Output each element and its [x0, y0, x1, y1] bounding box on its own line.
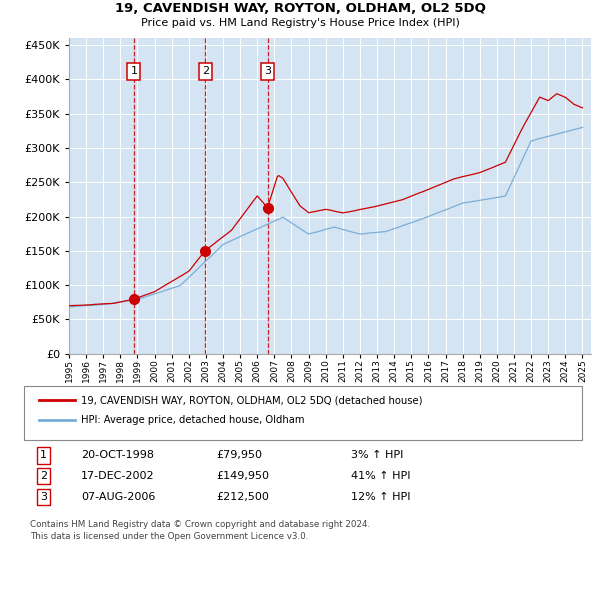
Text: 12% ↑ HPI: 12% ↑ HPI — [351, 492, 410, 502]
Bar — [268, 38, 591, 353]
Text: £149,950: £149,950 — [216, 471, 269, 481]
Text: 3: 3 — [264, 67, 271, 77]
Text: 1: 1 — [130, 67, 137, 77]
Bar — [134, 38, 205, 353]
Text: 3: 3 — [40, 492, 47, 502]
Text: 19, CAVENDISH WAY, ROYTON, OLDHAM, OL2 5DQ: 19, CAVENDISH WAY, ROYTON, OLDHAM, OL2 5… — [115, 2, 485, 15]
Text: £212,500: £212,500 — [216, 492, 269, 502]
Text: 3% ↑ HPI: 3% ↑ HPI — [351, 451, 403, 460]
Bar — [205, 38, 268, 353]
Text: 41% ↑ HPI: 41% ↑ HPI — [351, 471, 410, 481]
Bar — [69, 38, 134, 353]
Text: £79,950: £79,950 — [216, 451, 262, 460]
Text: HPI: Average price, detached house, Oldham: HPI: Average price, detached house, Oldh… — [81, 415, 305, 425]
Text: Contains HM Land Registry data © Crown copyright and database right 2024.: Contains HM Land Registry data © Crown c… — [30, 520, 370, 529]
Text: 2: 2 — [40, 471, 47, 481]
Text: 07-AUG-2006: 07-AUG-2006 — [81, 492, 155, 502]
Text: 19, CAVENDISH WAY, ROYTON, OLDHAM, OL2 5DQ (detached house): 19, CAVENDISH WAY, ROYTON, OLDHAM, OL2 5… — [81, 395, 422, 405]
Text: 2: 2 — [202, 67, 209, 77]
Text: 17-DEC-2002: 17-DEC-2002 — [81, 471, 155, 481]
Text: 1: 1 — [40, 451, 47, 460]
Text: Price paid vs. HM Land Registry's House Price Index (HPI): Price paid vs. HM Land Registry's House … — [140, 18, 460, 28]
Text: 20-OCT-1998: 20-OCT-1998 — [81, 451, 154, 460]
Text: This data is licensed under the Open Government Licence v3.0.: This data is licensed under the Open Gov… — [30, 532, 308, 541]
